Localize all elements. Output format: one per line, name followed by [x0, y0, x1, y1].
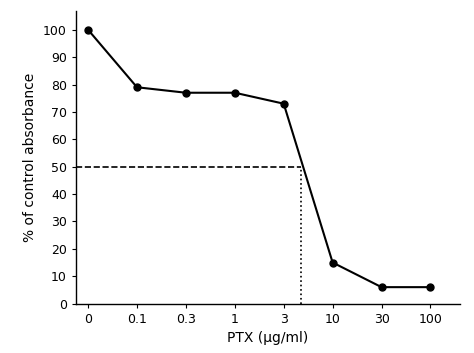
- X-axis label: PTX (μg/ml): PTX (μg/ml): [227, 331, 309, 345]
- Y-axis label: % of control absorbance: % of control absorbance: [23, 72, 37, 242]
